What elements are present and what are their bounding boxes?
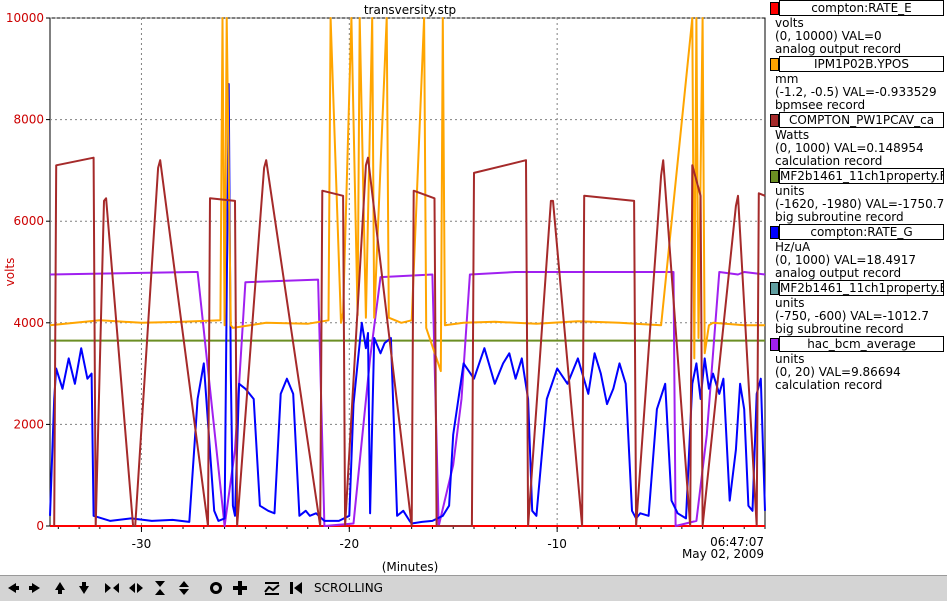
arrow-down-button[interactable]: [75, 579, 93, 597]
legend-swatch: [770, 226, 779, 239]
legend: compton:RATE_E volts (0, 10000) VAL=0 analo…: [768, 0, 947, 575]
zoom-plus-icon: [233, 581, 247, 595]
legend-swatch: [770, 58, 779, 71]
legend-unit: units: [775, 296, 805, 310]
expand-vertical-icon: [155, 581, 165, 595]
legend-record: bpmsee record: [775, 98, 866, 112]
series-group: [49, 17, 766, 527]
date-label: May 02, 2009: [682, 547, 764, 561]
legend-name: compton:RATE_G: [779, 224, 944, 240]
arrow-down-icon: [79, 582, 89, 594]
strip-chart: transversity.stp volts 0 2000 4000 6000 8000…: [3, 3, 766, 574]
legend-unit: volts: [775, 16, 804, 30]
x-axis-label: (Minutes): [382, 560, 439, 574]
legend-name: hac_bcm_average: [779, 336, 944, 352]
compress-horizontal-button[interactable]: [127, 579, 145, 597]
arrow-right-icon: [29, 583, 40, 593]
legend-range: (0, 1000) VAL=18.4917: [775, 253, 916, 267]
legend-item[interactable]: compton:RATE_E volts (0, 10000) VAL=0 analo…: [768, 0, 947, 56]
zoom-circle-icon: [210, 582, 222, 594]
legend-range: (0, 10000) VAL=0: [775, 29, 882, 43]
zoom-plus-button[interactable]: [231, 579, 249, 597]
legend-unit: Hz/uA: [775, 240, 811, 254]
legend-range: (0, 1000) VAL=0.148954: [775, 141, 924, 155]
legend-range: (-750, -600) VAL=-1012.7: [775, 309, 929, 323]
legend-name: IPM1P02B.YPOS: [779, 56, 944, 72]
x-tick-label: -30: [132, 537, 152, 551]
y-tick-label: 4000: [13, 316, 44, 330]
legend-unit: units: [775, 352, 805, 366]
legend-item[interactable]: MF2b1461_11ch1property.F units (-1620, -19…: [768, 168, 947, 224]
legend-range: (-1620, -1980) VAL=-1750.7: [775, 197, 945, 211]
scroll-start-button[interactable]: [287, 579, 305, 597]
legend-swatch: [770, 282, 779, 295]
legend-name: COMPTON_PW1PCAV_ca: [779, 112, 944, 128]
autoscale-button[interactable]: [263, 579, 281, 597]
legend-swatch: [770, 2, 779, 15]
compress-horizontal-icon: [129, 583, 143, 593]
legend-name: compton:RATE_E: [779, 0, 944, 16]
scroll-start-icon: [290, 582, 302, 594]
legend-item[interactable]: compton:RATE_G Hz/uA (0, 1000) VAL=18.4917…: [768, 224, 947, 280]
legend-record: big subroutine record: [775, 322, 904, 336]
legend-swatch: [770, 114, 779, 127]
legend-range: (-1.2, -0.5) VAL=-0.933529: [775, 85, 937, 99]
compress-vertical-icon: [179, 581, 189, 595]
y-tick-label: 10000: [6, 11, 44, 25]
legend-swatch: [770, 338, 779, 351]
y-axis-label: volts: [3, 258, 17, 287]
series-line-compton-pw1pcav-ca: [53, 156, 766, 527]
arrow-left-icon: [8, 583, 19, 593]
x-tick-label: -20: [339, 537, 359, 551]
legend-record: big subroutine record: [775, 210, 904, 224]
compress-vertical-button[interactable]: [175, 579, 193, 597]
arrow-up-icon: [55, 582, 65, 594]
legend-swatch: [770, 170, 779, 183]
time-label: 06:47:07: [710, 535, 764, 549]
expand-horizontal-button[interactable]: [103, 579, 121, 597]
legend-unit: mm: [775, 72, 799, 86]
legend-item[interactable]: IPM1P02B.YPOS mm (-1.2, -0.5) VAL=-0.93352…: [768, 56, 947, 112]
toolbar: SCROLLING: [0, 575, 947, 601]
arrow-left-button[interactable]: [3, 579, 21, 597]
legend-record: analog output record: [775, 266, 902, 280]
legend-name: MF2b1461_11ch1property.E: [779, 280, 944, 296]
legend-item[interactable]: hac_bcm_average units (0, 20) VAL=9.86694 c…: [768, 336, 947, 392]
arrow-right-button[interactable]: [27, 579, 45, 597]
legend-item[interactable]: COMPTON_PW1PCAV_ca Watts (0, 1000) VAL=0.1…: [768, 112, 947, 168]
legend-unit: units: [775, 184, 805, 198]
autoscale-icon: [264, 582, 280, 595]
arrow-up-button[interactable]: [51, 579, 69, 597]
zoom-circle-button[interactable]: [207, 579, 225, 597]
legend-record: analog output record: [775, 42, 902, 56]
y-tick-label: 6000: [13, 214, 44, 228]
series-line-ipm1p02b-ypos: [49, 17, 765, 373]
expand-vertical-button[interactable]: [151, 579, 169, 597]
y-tick-label: 0: [36, 519, 44, 533]
expand-horizontal-icon: [105, 583, 119, 593]
axis-ticks: 0 2000 4000 6000 8000 10000 -30 -20 -10: [6, 11, 766, 551]
legend-name: MF2b1461_11ch1property.F: [779, 168, 944, 184]
x-tick-label: -10: [547, 537, 567, 551]
scroll-mode-label: SCROLLING: [314, 581, 383, 595]
chart-title: transversity.stp: [364, 3, 456, 17]
legend-record: calculation record: [775, 378, 883, 392]
legend-item[interactable]: MF2b1461_11ch1property.E units (-750, -600…: [768, 280, 947, 336]
legend-range: (0, 20) VAL=9.86694: [775, 365, 901, 379]
legend-record: calculation record: [775, 154, 883, 168]
y-tick-label: 2000: [13, 417, 44, 431]
y-tick-label: 8000: [13, 113, 44, 127]
legend-unit: Watts: [775, 128, 810, 142]
